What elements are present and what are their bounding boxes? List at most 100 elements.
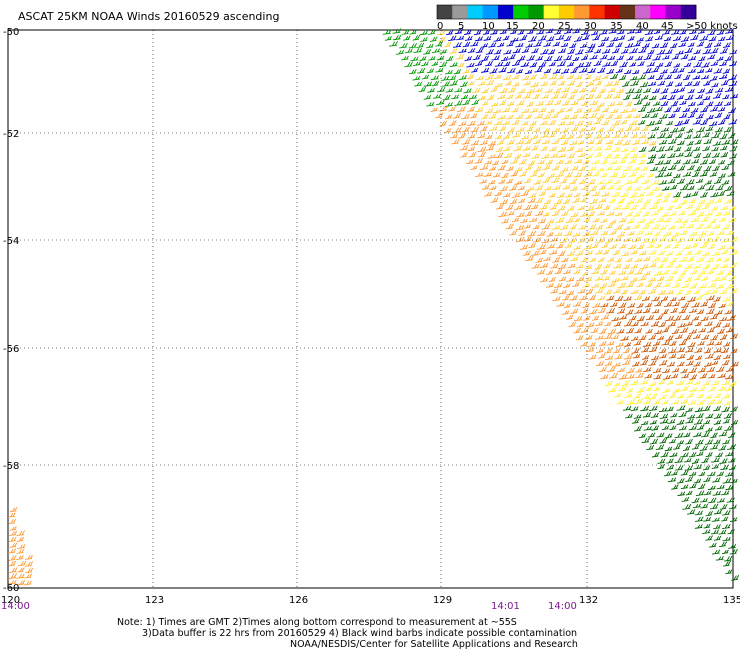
wind-barb: [649, 438, 659, 445]
wind-barb: [461, 113, 470, 120]
legend-swatch: [574, 5, 590, 19]
wind-barb: [719, 145, 728, 151]
wind-barb: [705, 101, 714, 107]
wind-barb: [514, 93, 523, 99]
wind-barb: [686, 354, 695, 361]
wind-barb: [688, 55, 697, 61]
wind-barb: [493, 36, 502, 42]
wind-barb: [636, 302, 644, 309]
wind-barb: [593, 146, 603, 151]
wind-barb: [448, 120, 457, 127]
wind-barb: [556, 107, 565, 114]
wind-barb: [423, 49, 432, 55]
wind-barb: [516, 100, 525, 106]
wind-barb: [646, 172, 654, 178]
wind-barb: [680, 368, 688, 374]
wind-barb: [643, 367, 652, 372]
wind-barb: [389, 41, 399, 47]
wind-barb: [629, 147, 638, 153]
wind-barb: [589, 185, 598, 192]
wind-barb: [725, 484, 734, 491]
wind-barb: [710, 334, 719, 341]
wind-barb: [475, 75, 484, 81]
wind-barb: [669, 452, 678, 458]
wind-barb: [626, 55, 634, 61]
wind-barb: [561, 87, 570, 93]
wind-barb: [673, 146, 682, 152]
wind-barb: [631, 348, 640, 354]
wind-barb: [661, 326, 670, 333]
wind-barb: [623, 94, 631, 100]
wind-barb: [723, 560, 731, 567]
wind-barb: [642, 67, 652, 74]
wind-barb: [17, 544, 26, 550]
wind-barb: [713, 321, 722, 328]
wind-barb: [668, 353, 677, 359]
wind-barb: [628, 120, 638, 126]
wind-barb: [435, 112, 444, 119]
wind-barb: [625, 327, 635, 334]
wind-barb: [729, 145, 738, 152]
wind-barb: [708, 36, 717, 42]
wind-barb: [557, 153, 566, 158]
wind-barb: [657, 335, 665, 341]
wind-barb: [428, 56, 436, 61]
wind-barb: [588, 354, 597, 360]
wind-barb: [680, 484, 689, 490]
wind-barb: [562, 184, 571, 190]
wind-barb: [503, 152, 513, 159]
wind-barb: [514, 180, 523, 185]
wind-barb: [599, 366, 607, 372]
wind-barb: [470, 113, 478, 119]
wind-barb: [588, 165, 597, 171]
wind-barb: [570, 126, 579, 132]
wind-barb: [659, 394, 667, 400]
wind-barb: [466, 62, 475, 68]
wind-barb: [713, 413, 722, 419]
wind-barbs: [7, 27, 740, 586]
wind-barb: [488, 113, 497, 120]
wind-barb: [471, 67, 479, 73]
plot-frame: [7, 29, 734, 589]
wind-barb: [548, 73, 558, 80]
wind-barb: [684, 290, 692, 296]
wind-barb: [531, 153, 540, 159]
wind-barb: [712, 141, 722, 146]
wind-barb: [594, 151, 603, 158]
wind-barb: [9, 507, 18, 513]
wind-barb: [669, 184, 678, 190]
wind-barb: [670, 373, 679, 379]
legend-label-45: 45: [661, 21, 674, 32]
wind-barb: [464, 29, 472, 35]
wind-barb: [677, 491, 686, 497]
wind-barb: [580, 100, 589, 107]
wind-barb: [465, 159, 474, 165]
wind-barb: [696, 211, 705, 217]
wind-barb: [401, 29, 410, 35]
wind-barb: [519, 34, 528, 41]
wind-barb: [651, 180, 660, 185]
wind-barb: [687, 296, 696, 302]
wind-barb: [687, 101, 696, 107]
wind-barb: [616, 55, 624, 61]
wind-barb: [530, 134, 539, 140]
wind-barb: [502, 74, 512, 81]
wind-barb: [693, 478, 702, 484]
wind-barb: [16, 573, 25, 579]
wind-barb: [535, 55, 544, 61]
wind-barb: [612, 362, 621, 367]
wind-barb: [460, 152, 468, 158]
wind-barb: [514, 167, 523, 172]
wind-barb: [458, 48, 467, 53]
wind-barb: [582, 283, 590, 288]
legend-label-10: 10: [482, 21, 495, 32]
wind-barb: [684, 347, 694, 353]
wind-barb: [633, 113, 641, 119]
wind-barb: [699, 35, 709, 41]
wind-barb: [703, 490, 712, 496]
wind-barb: [681, 302, 690, 308]
wind-barb: [518, 198, 526, 204]
wind-barb: [565, 107, 573, 112]
wind-barb: [611, 191, 621, 198]
wind-barb: [690, 34, 699, 41]
